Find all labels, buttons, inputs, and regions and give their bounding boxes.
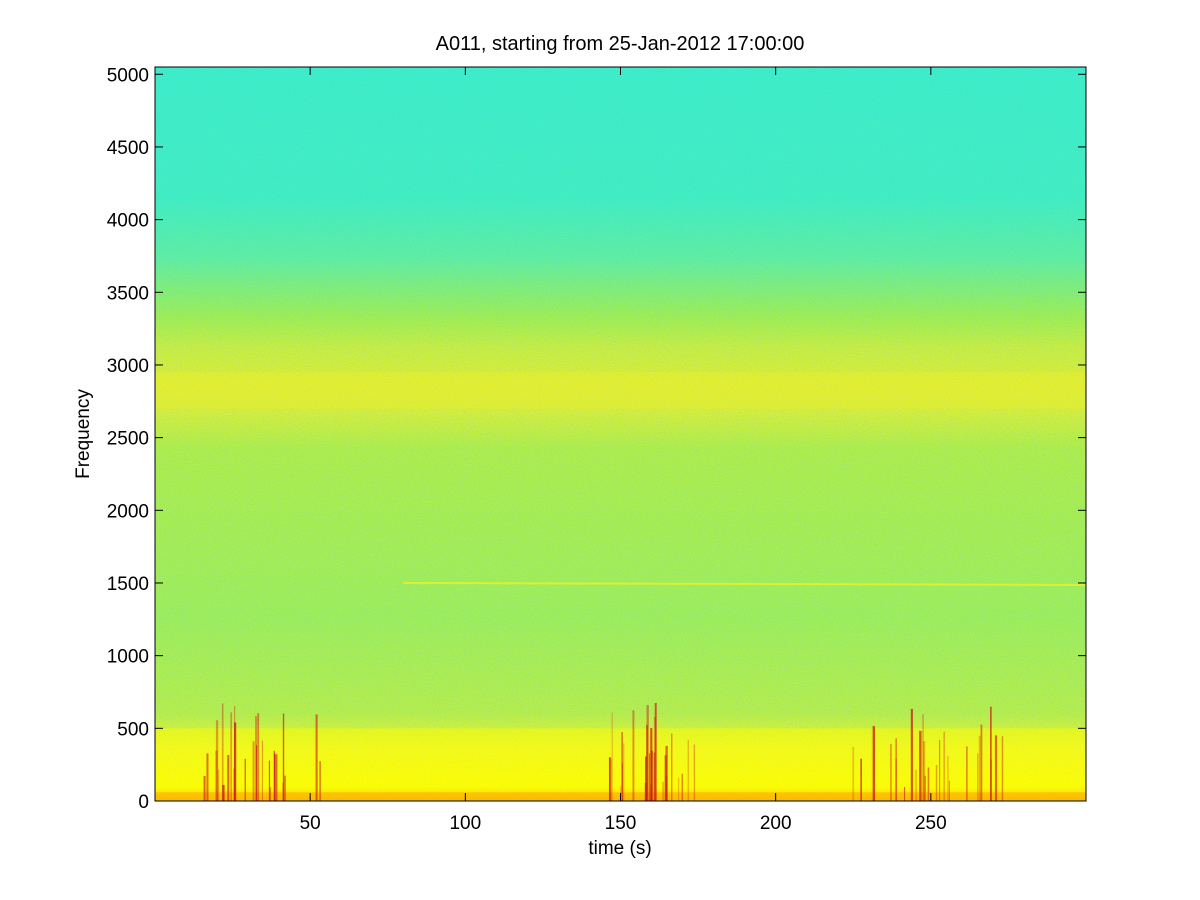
x-axis-label: time (s) <box>588 838 651 859</box>
broadband-band <box>155 372 1086 409</box>
y-tick-label: 4000 <box>107 211 149 232</box>
y-axis-label: Frequency <box>73 389 94 479</box>
low-frequency-energy <box>155 728 1086 801</box>
x-tick-label: 150 <box>605 813 637 834</box>
y-tick-label: 3000 <box>107 356 149 377</box>
y-tick-label: 0 <box>138 792 149 813</box>
x-tick-label: 50 <box>300 813 321 834</box>
spectrogram-noise <box>155 67 1086 801</box>
chart-title: A011, starting from 25-Jan-2012 17:00:00 <box>436 33 805 55</box>
x-tick-label: 250 <box>915 813 947 834</box>
y-tick-label: 2000 <box>107 501 149 522</box>
y-tick-label: 1000 <box>107 647 149 668</box>
y-tick-label: 4500 <box>107 138 149 159</box>
x-tick-label: 200 <box>760 813 792 834</box>
x-tick-label: 100 <box>449 813 481 834</box>
tonal-line <box>403 581 1086 586</box>
y-tick-label: 1500 <box>107 574 149 595</box>
y-tick-label: 5000 <box>107 65 149 86</box>
x-axis-ticks: 50 100 150 200 250 <box>300 67 947 834</box>
y-tick-label: 500 <box>117 719 149 740</box>
spectrogram-plot <box>155 67 1086 801</box>
y-tick-label: 2500 <box>107 429 149 450</box>
y-tick-label: 3500 <box>107 283 149 304</box>
y-axis-ticks: 0 500 1000 1500 2000 2500 3000 3500 4000 4500 5000 <box>107 65 1086 813</box>
